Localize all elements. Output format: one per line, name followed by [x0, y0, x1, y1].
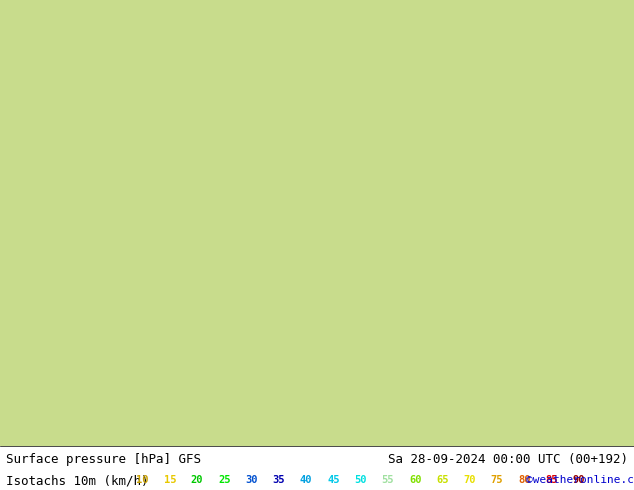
Text: 20: 20 — [191, 474, 204, 485]
Text: 75: 75 — [491, 474, 503, 485]
Text: 25: 25 — [218, 474, 231, 485]
Text: 30: 30 — [245, 474, 258, 485]
Text: 70: 70 — [463, 474, 476, 485]
Text: 90: 90 — [573, 474, 585, 485]
Text: Sa 28-09-2024 00:00 UTC (00+192): Sa 28-09-2024 00:00 UTC (00+192) — [387, 453, 628, 466]
Text: Surface pressure [hPa] GFS: Surface pressure [hPa] GFS — [6, 453, 202, 466]
Text: 10: 10 — [136, 474, 149, 485]
Text: 80: 80 — [518, 474, 531, 485]
Text: 40: 40 — [300, 474, 313, 485]
Text: 55: 55 — [382, 474, 394, 485]
Text: 85: 85 — [545, 474, 558, 485]
Text: 45: 45 — [327, 474, 340, 485]
Text: 60: 60 — [409, 474, 422, 485]
Text: 35: 35 — [273, 474, 285, 485]
Text: 65: 65 — [436, 474, 449, 485]
Text: Isotachs 10m (km/h): Isotachs 10m (km/h) — [6, 474, 149, 488]
Text: 15: 15 — [164, 474, 176, 485]
Text: 50: 50 — [354, 474, 367, 485]
Text: ©weatheronline.co.uk: ©weatheronline.co.uk — [526, 474, 634, 485]
